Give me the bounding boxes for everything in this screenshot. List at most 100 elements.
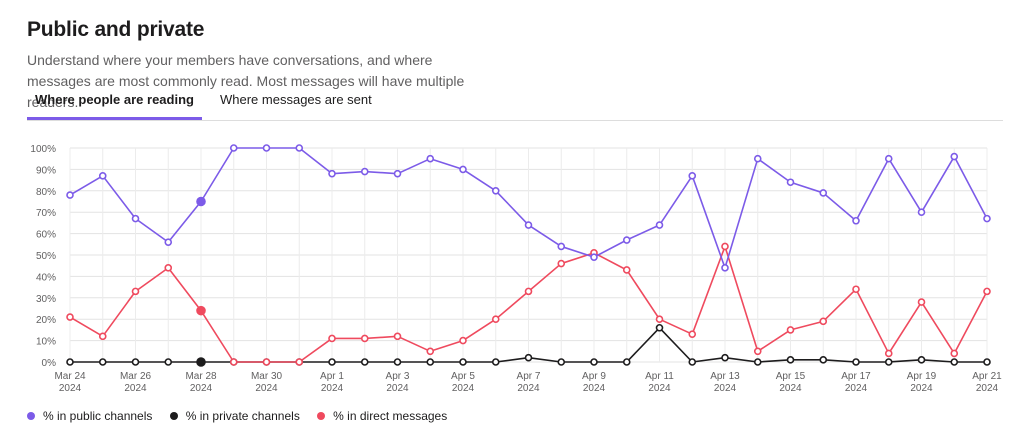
y-tick-label: 50% bbox=[36, 251, 56, 262]
y-tick-label: 60% bbox=[36, 230, 56, 241]
legend-item-direct[interactable]: % in direct messages bbox=[317, 409, 447, 423]
x-tick-year-label: 2024 bbox=[910, 383, 933, 394]
legend-swatch-private bbox=[169, 412, 178, 420]
data-point-private bbox=[196, 357, 206, 367]
line-chart: 0%10%20%30%40%50%60%70%80%90%100%Mar 242… bbox=[30, 144, 1002, 394]
data-point-private bbox=[950, 358, 959, 366]
data-point-direct bbox=[950, 349, 959, 358]
data-point-public bbox=[983, 214, 991, 223]
legend-item-public[interactable]: % in public channels bbox=[27, 409, 152, 423]
y-tick-label: 100% bbox=[30, 144, 56, 155]
data-point-private bbox=[852, 358, 860, 366]
data-point-private bbox=[884, 358, 893, 366]
x-tick-label: Apr 19 bbox=[907, 371, 937, 382]
data-point-private bbox=[491, 358, 500, 366]
data-point-direct bbox=[983, 287, 991, 296]
data-point-public bbox=[655, 221, 664, 229]
data-point-private bbox=[328, 358, 336, 366]
data-point-direct bbox=[131, 287, 140, 296]
x-tick-year-label: 2024 bbox=[124, 383, 147, 394]
x-tick-year-label: 2024 bbox=[976, 383, 999, 394]
data-point-direct bbox=[328, 334, 336, 343]
page-subtitle: Understand where your members have conve… bbox=[27, 52, 465, 110]
data-point-direct bbox=[655, 315, 664, 323]
x-tick-label: Mar 24 bbox=[54, 371, 86, 382]
x-tick-label: Apr 11 bbox=[645, 371, 674, 382]
data-point-direct bbox=[426, 347, 435, 356]
legend-swatch-public bbox=[27, 412, 35, 420]
legend-label-direct: % in direct messages bbox=[333, 409, 448, 423]
data-point-public bbox=[229, 144, 238, 152]
data-point-direct bbox=[196, 305, 206, 316]
data-point-public bbox=[328, 169, 336, 178]
page-title: Public and private bbox=[27, 18, 205, 41]
data-point-direct bbox=[393, 332, 402, 341]
data-point-direct bbox=[459, 336, 467, 345]
data-point-private bbox=[655, 323, 664, 332]
data-point-public bbox=[131, 214, 140, 223]
y-tick-label: 40% bbox=[36, 272, 56, 283]
data-point-private bbox=[557, 358, 566, 366]
data-point-public bbox=[491, 186, 500, 195]
data-point-direct bbox=[66, 313, 74, 321]
data-point-direct bbox=[524, 287, 533, 296]
data-point-public bbox=[753, 154, 762, 163]
data-point-public bbox=[819, 189, 828, 197]
legend-label-public: % in public channels bbox=[43, 409, 153, 423]
x-tick-year-label: 2024 bbox=[255, 383, 278, 394]
x-tick-label: Apr 13 bbox=[710, 371, 740, 382]
data-point-direct bbox=[229, 358, 238, 366]
x-tick-label: Apr 5 bbox=[451, 371, 475, 382]
data-point-private bbox=[360, 358, 369, 366]
data-point-direct bbox=[164, 264, 173, 272]
data-point-private bbox=[131, 358, 140, 366]
data-point-public bbox=[524, 221, 533, 229]
y-tick-label: 90% bbox=[36, 165, 56, 176]
data-point-direct bbox=[360, 334, 369, 343]
data-point-public bbox=[721, 264, 729, 272]
x-tick-year-label: 2024 bbox=[714, 383, 737, 394]
x-tick-year-label: 2024 bbox=[583, 383, 606, 394]
data-point-public bbox=[622, 236, 631, 244]
x-tick-year-label: 2024 bbox=[59, 383, 82, 394]
data-point-direct bbox=[622, 266, 631, 274]
x-tick-year-label: 2024 bbox=[190, 383, 213, 394]
data-point-public bbox=[950, 152, 959, 161]
y-tick-label: 30% bbox=[36, 294, 56, 305]
data-point-private bbox=[917, 356, 926, 364]
legend-item-private[interactable]: % in private channels bbox=[169, 409, 300, 423]
tab-where-people-are-reading[interactable]: Where people are reading bbox=[27, 86, 202, 120]
data-point-public bbox=[459, 165, 467, 174]
data-point-public bbox=[360, 167, 369, 176]
data-point-direct bbox=[688, 330, 697, 338]
x-tick-label: Mar 26 bbox=[120, 371, 152, 382]
x-tick-year-label: 2024 bbox=[321, 383, 344, 394]
chart-legend: % in public channels % in private channe… bbox=[27, 409, 461, 423]
tab-bar: Where people are reading Where messages … bbox=[27, 86, 1003, 121]
x-tick-label: Apr 7 bbox=[517, 371, 541, 382]
data-point-private bbox=[983, 358, 991, 366]
data-point-public bbox=[688, 172, 697, 180]
data-point-private bbox=[66, 358, 74, 366]
y-tick-label: 0% bbox=[42, 358, 57, 369]
y-tick-label: 20% bbox=[36, 315, 56, 326]
y-tick-label: 70% bbox=[36, 208, 56, 219]
tab-where-messages-are-sent[interactable]: Where messages are sent bbox=[220, 92, 372, 107]
data-point-private bbox=[721, 353, 729, 362]
x-tick-year-label: 2024 bbox=[779, 383, 802, 394]
y-tick-label: 80% bbox=[36, 187, 56, 198]
data-point-private bbox=[786, 356, 795, 364]
x-tick-label: Apr 3 bbox=[386, 371, 410, 382]
data-point-direct bbox=[753, 347, 762, 356]
data-point-private bbox=[753, 358, 762, 366]
x-tick-year-label: 2024 bbox=[648, 383, 671, 394]
x-tick-year-label: 2024 bbox=[386, 383, 409, 394]
data-point-private bbox=[98, 358, 107, 366]
data-point-direct bbox=[491, 315, 500, 323]
x-tick-label: Apr 21 bbox=[972, 371, 1002, 382]
data-point-public bbox=[164, 238, 173, 246]
data-point-public bbox=[98, 172, 107, 180]
data-point-direct bbox=[721, 242, 729, 251]
x-tick-label: Apr 9 bbox=[582, 371, 606, 382]
data-point-direct bbox=[786, 326, 795, 334]
